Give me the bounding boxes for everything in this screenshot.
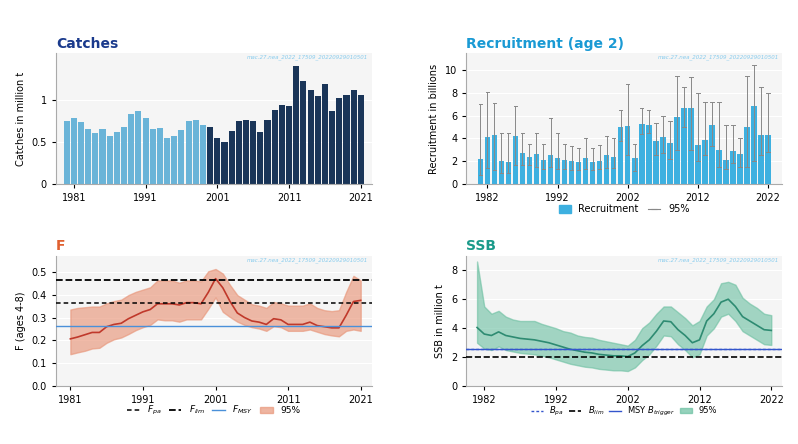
Bar [64,121,69,184]
Bar [215,139,220,184]
Bar [143,118,148,184]
Bar [492,135,497,184]
Bar [350,90,357,184]
Bar [78,123,84,184]
Bar [322,84,328,184]
Bar [93,133,98,184]
Text: Catches: Catches [56,37,118,51]
Bar [186,121,192,184]
Bar [709,125,715,184]
Bar [547,155,553,184]
Bar [207,127,213,184]
Text: SSB: SSB [466,239,496,253]
Bar [745,127,750,184]
Bar [688,108,693,184]
Bar [358,95,364,184]
Bar [569,161,575,184]
Bar [519,153,525,184]
Bar [271,110,278,184]
Bar [681,108,686,184]
Bar [121,127,127,184]
Bar [541,160,547,184]
Bar [610,157,617,184]
Legend: Recruitment, 95%: Recruitment, 95% [555,200,693,218]
Bar [576,163,582,184]
Bar [632,158,638,184]
Text: F: F [56,239,65,253]
Bar [179,130,184,184]
Bar [730,151,736,184]
Bar [314,96,321,184]
Bar [150,129,156,184]
Bar [562,160,567,184]
Bar [477,159,483,184]
Bar [618,127,623,184]
Bar [737,155,743,184]
Bar [765,135,771,184]
Bar [307,90,314,184]
Bar [243,120,249,184]
Bar [200,125,206,184]
Bar [329,111,335,184]
Bar [702,139,708,184]
Bar [286,107,292,184]
Text: mac.27.nea_2022_17509_20220929010501: mac.27.nea_2022_17509_20220929010501 [247,55,369,60]
Bar [625,126,630,184]
Bar [653,141,658,184]
Bar [646,125,651,184]
Legend: $\mathit{B}_{pa}$, $\mathit{B}_{lim}$, MSY $\mathit{B}_{trigger}$, 95%: $\mathit{B}_{pa}$, $\mathit{B}_{lim}$, M… [527,401,721,421]
Bar [716,150,721,184]
Bar [136,111,141,184]
Bar [172,136,177,184]
Bar [250,121,256,184]
Bar [257,131,263,184]
Bar [639,124,645,184]
Y-axis label: Catches in million t: Catches in million t [16,71,26,166]
Bar [667,143,673,184]
Text: mac.27.nea_2022_17509_20220929010501: mac.27.nea_2022_17509_20220929010501 [658,55,779,60]
Bar [71,118,77,184]
Bar [228,131,235,184]
Bar [751,106,757,184]
Bar [484,137,490,184]
Bar [114,131,120,184]
Bar [235,121,242,184]
Bar [597,161,602,184]
Bar [527,157,532,184]
Bar [583,158,588,184]
Y-axis label: SSB in million t: SSB in million t [436,284,445,358]
Bar [604,155,610,184]
Bar [221,142,227,184]
Bar [555,158,560,184]
Bar [107,136,113,184]
Text: mac.27.nea_2022_17509_20220929010501: mac.27.nea_2022_17509_20220929010501 [247,257,369,263]
Bar [499,161,504,184]
Y-axis label: F (ages 4-8): F (ages 4-8) [16,292,26,350]
Bar [85,129,91,184]
Bar [674,117,680,184]
Bar [534,155,539,184]
Bar [512,136,518,184]
Bar [157,128,163,184]
Y-axis label: Recruitment in billions: Recruitment in billions [429,63,440,174]
Text: mac.27.nea_2022_17509_20220929010501: mac.27.nea_2022_17509_20220929010501 [658,257,779,263]
Bar [279,105,285,184]
Bar [164,138,170,184]
Bar [264,120,271,184]
Bar [300,81,306,184]
Bar [660,137,666,184]
Bar [343,95,350,184]
Bar [723,160,729,184]
Bar [695,145,701,184]
Bar [128,114,134,184]
Bar [506,163,512,184]
Bar [100,129,105,184]
Bar [293,66,299,184]
Bar [590,163,595,184]
Bar [193,120,199,184]
Bar [336,98,342,184]
Text: Recruitment (age 2): Recruitment (age 2) [466,37,624,51]
Bar [758,135,764,184]
Legend: $\mathit{F}_{pa}$, $\mathit{F}_{lim}$, $\mathit{F}_{MSY}$, 95%: $\mathit{F}_{pa}$, $\mathit{F}_{lim}$, $… [124,400,304,421]
